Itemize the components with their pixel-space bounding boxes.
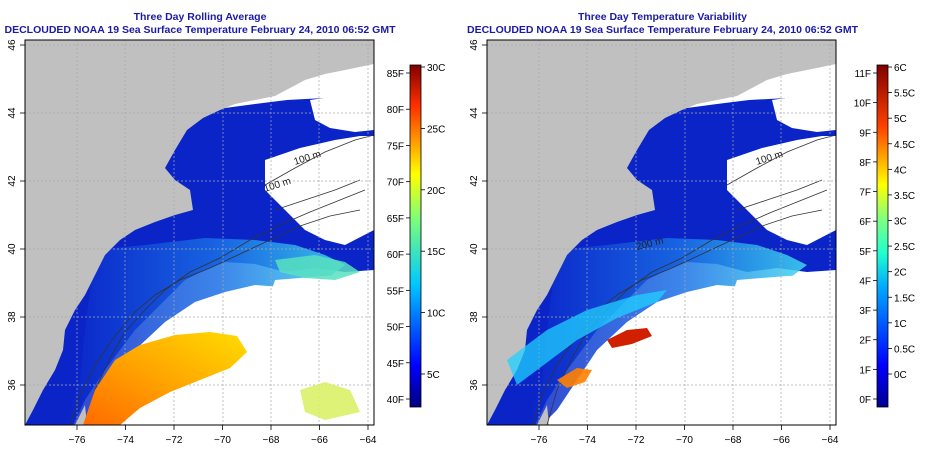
- left-cb-f-label: 70F: [387, 178, 404, 189]
- left-cb-f-label: 80F: [387, 105, 404, 116]
- right-cb-c-label: 3.5C: [894, 191, 915, 202]
- right-cb-f-label: 2F: [859, 336, 871, 347]
- right-y-tick-label: 40: [469, 243, 480, 255]
- variability-high-streak-2: [557, 368, 592, 388]
- left-cb-c-label: 15C: [427, 247, 445, 258]
- right-x-tick-label: −70: [676, 435, 693, 446]
- left-map-title-line1: Three Day Rolling Average: [133, 11, 267, 23]
- right-y-tick-label: 38: [469, 311, 480, 323]
- left-y-tick-label: 36: [7, 379, 18, 391]
- right-cb-f-label: 9F: [859, 128, 871, 139]
- right-cb-f-label: 10F: [854, 99, 871, 110]
- right-cb-f-label: 3F: [859, 306, 871, 317]
- right-cb-c-label: 2.5C: [894, 242, 915, 253]
- left-x-tick-label: −64: [360, 435, 377, 446]
- right-x-tick-label: −66: [773, 435, 790, 446]
- right-x-tick-label: −74: [579, 435, 596, 446]
- left-cb-f-label: 65F: [387, 214, 404, 225]
- left-x-tick-label: −68: [263, 435, 280, 446]
- right-map-title-line2: DECLOUDED NOAA 19 Sea Surface Temperatur…: [467, 24, 858, 36]
- left-map-axes: −76 −74 −72 −70 −68 −66 −64 46 44 42 40 38 36: [7, 39, 377, 446]
- left-cb-f-label: 45F: [387, 359, 404, 370]
- right-map-axes: −76 −74 −72 −70 −68 −66 −64 46 44 42 40 38 36: [469, 39, 839, 446]
- right-map: 100 m 200 m: [486, 39, 837, 426]
- left-y-tick-label: 38: [7, 311, 18, 323]
- right-cb-c-label: 1.5C: [894, 293, 915, 304]
- right-cb-c-label: 4C: [894, 165, 907, 176]
- right-x-tick-label: −64: [822, 435, 839, 446]
- right-cb-c-label: 3C: [894, 217, 907, 228]
- right-cb-c-label: 4.5C: [894, 140, 915, 151]
- right-cb-f-label: 11F: [855, 69, 872, 80]
- left-cb-c-label: 30C: [427, 63, 445, 74]
- right-y-tick-label: 46: [469, 39, 480, 51]
- left-y-tick-label: 46: [7, 39, 18, 51]
- left-map-title: Three Day Rolling Average DECLOUDED NOAA…: [0, 11, 400, 37]
- right-cb-f-label: 6F: [859, 217, 871, 228]
- right-cb-c-label: 6C: [894, 63, 907, 74]
- right-cb-f-label: 8F: [859, 158, 871, 169]
- left-y-tick-label: 44: [7, 107, 18, 119]
- right-cb-c-label: 5C: [894, 114, 907, 125]
- right-cb-f-label: 5F: [859, 247, 871, 258]
- right-cb-f-label: 7F: [859, 188, 871, 199]
- right-map-title-line1: Three Day Temperature Variability: [577, 11, 748, 23]
- offshore-yellow-patch: [300, 382, 360, 420]
- left-x-tick-label: −70: [214, 435, 231, 446]
- left-x-tick-label: −72: [166, 435, 183, 446]
- left-map: 100 m 100 m: [24, 39, 375, 426]
- right-cb-f-label: 4F: [859, 276, 871, 287]
- right-cb-c-label: 1C: [894, 319, 907, 330]
- left-cb-f-label: 55F: [387, 286, 404, 297]
- left-x-tick-label: −66: [311, 435, 328, 446]
- variability-mid-band: [507, 290, 667, 385]
- right-colorbar: 11F 10F 9F 8F 7F 6F 5F 4F 3F 2F 1F 0F 6C 5.5C 5C 4.5C 4…: [854, 63, 915, 408]
- right-cb-c-label: 0.5C: [894, 344, 915, 355]
- left-x-tick-label: −74: [117, 435, 134, 446]
- right-cb-f-label: 0F: [859, 395, 871, 406]
- left-colorbar: 85F 80F 75F 70F 65F 60F 55F 50F 45F 40F 30C 25C 20C…: [387, 63, 445, 408]
- right-y-tick-label: 36: [469, 379, 480, 391]
- left-map-title-line2: DECLOUDED NOAA 19 Sea Surface Temperatur…: [4, 24, 396, 36]
- right-cb-c-label: 2C: [894, 268, 907, 279]
- right-y-tick-label: 42: [469, 175, 480, 187]
- right-y-tick-label: 44: [469, 107, 480, 119]
- left-cb-c-label: 5C: [427, 370, 440, 381]
- left-cb-f-label: 60F: [387, 250, 404, 261]
- right-cb-c-label: 0C: [894, 370, 907, 381]
- offshore-warm-patch: [275, 255, 360, 280]
- left-cb-c-label: 10C: [427, 309, 445, 320]
- right-cb-c-label: 5.5C: [894, 89, 915, 100]
- left-cb-c-label: 20C: [427, 186, 445, 197]
- left-cb-f-label: 85F: [387, 69, 404, 80]
- right-x-tick-label: −72: [628, 435, 645, 446]
- variability-high-streak-1: [607, 328, 652, 348]
- left-y-tick-label: 42: [7, 175, 18, 187]
- gulf-stream-warm-water: [83, 332, 247, 425]
- right-cb-f-label: 1F: [859, 365, 871, 376]
- left-x-tick-label: −76: [69, 435, 86, 446]
- left-y-tick-label: 40: [7, 243, 18, 255]
- left-cb-c-label: 25C: [427, 124, 445, 135]
- left-cb-f-label: 50F: [387, 323, 404, 334]
- right-x-tick-label: −68: [725, 435, 742, 446]
- left-cb-f-label: 40F: [387, 395, 404, 406]
- left-cb-f-label: 75F: [387, 141, 404, 152]
- right-map-title: Three Day Temperature Variability DECLOU…: [465, 11, 860, 37]
- right-x-tick-label: −76: [531, 435, 548, 446]
